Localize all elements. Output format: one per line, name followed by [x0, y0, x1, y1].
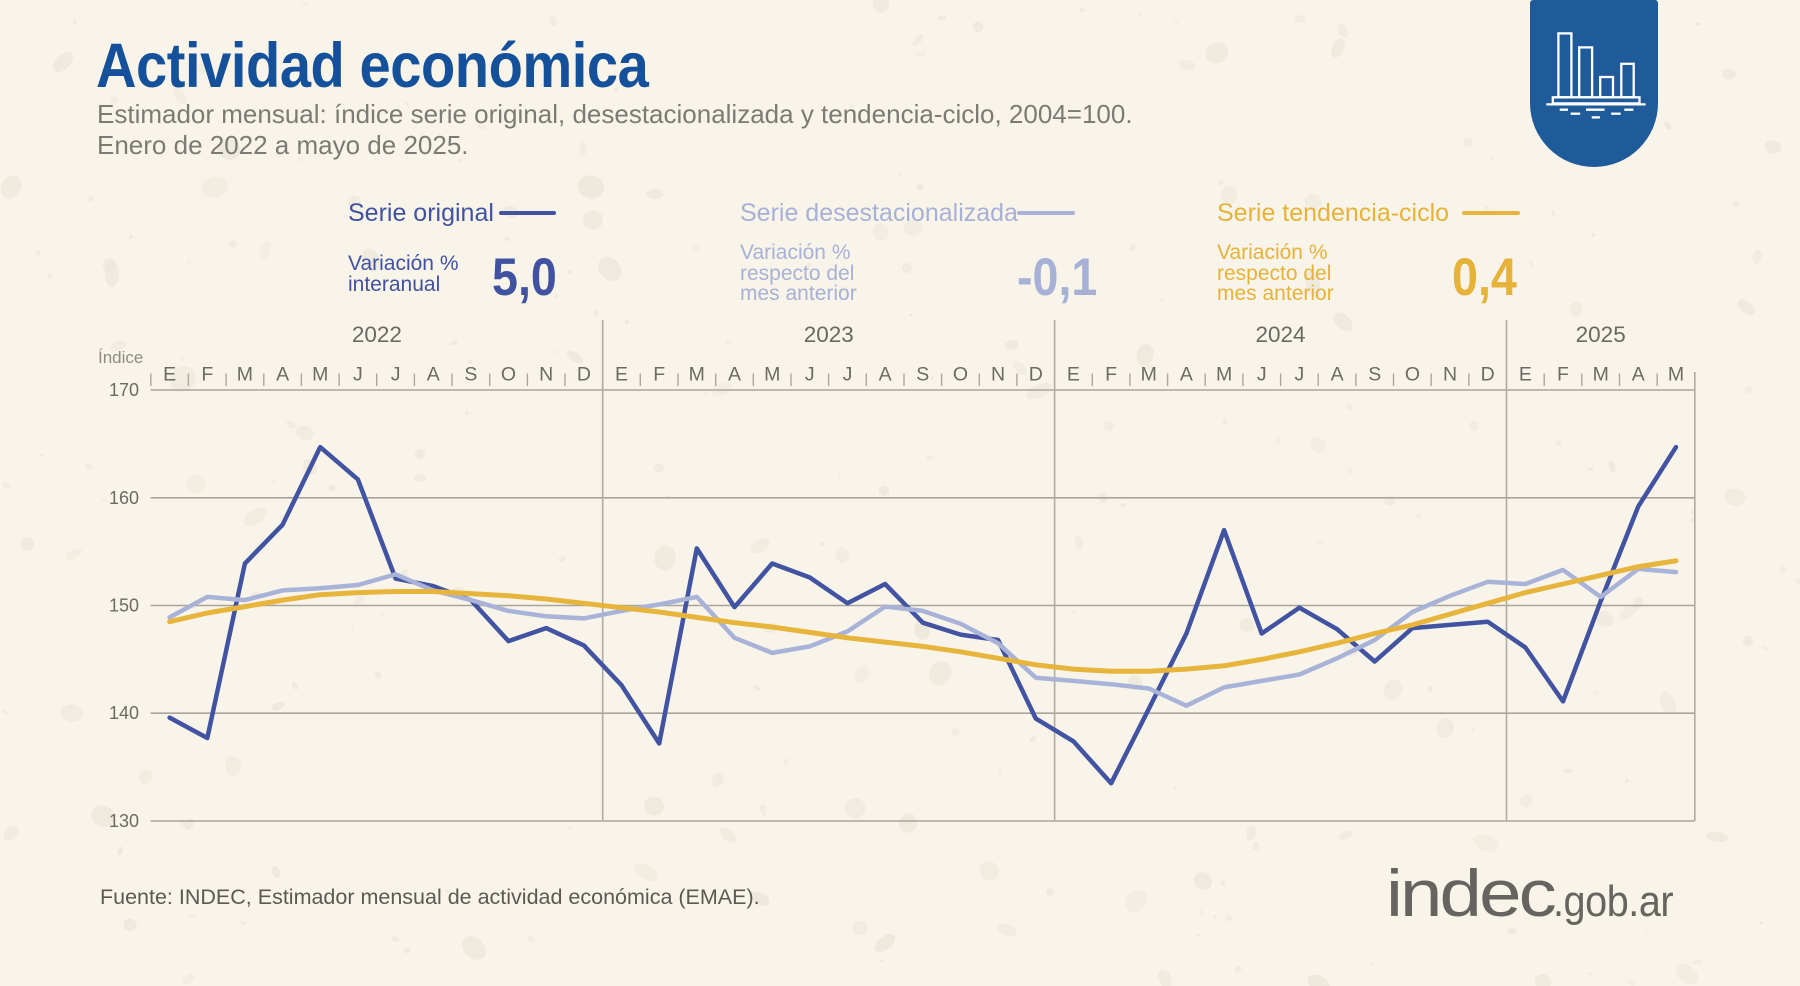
svg-text:O: O [953, 364, 968, 386]
svg-text:M: M [237, 364, 253, 386]
svg-text:O: O [1405, 364, 1420, 386]
svg-text:A: A [276, 364, 289, 386]
svg-text:150: 150 [109, 596, 139, 616]
svg-text:130: 130 [109, 811, 139, 831]
svg-text:E: E [163, 364, 176, 386]
svg-text:A: A [728, 364, 741, 386]
svg-text:J: J [391, 364, 401, 386]
svg-text:S: S [464, 364, 477, 386]
svg-text:2023: 2023 [804, 322, 854, 347]
svg-text:N: N [539, 364, 553, 386]
svg-text:E: E [1067, 364, 1080, 386]
svg-text:M: M [1141, 364, 1157, 386]
svg-text:140: 140 [109, 703, 139, 723]
svg-text:M: M [1668, 364, 1684, 386]
svg-text:Índice: Índice [98, 348, 143, 367]
svg-text:A: A [1180, 364, 1193, 386]
svg-text:A: A [1632, 364, 1645, 386]
svg-text:A: A [1331, 364, 1344, 386]
svg-text:E: E [615, 364, 628, 386]
svg-text:F: F [1105, 364, 1117, 386]
svg-text:S: S [916, 364, 929, 386]
svg-text:J: J [353, 364, 363, 386]
svg-text:2024: 2024 [1255, 322, 1305, 347]
svg-text:N: N [1443, 364, 1457, 386]
svg-text:E: E [1519, 364, 1532, 386]
svg-text:F: F [653, 364, 665, 386]
svg-text:D: D [1029, 364, 1043, 386]
svg-text:O: O [501, 364, 516, 386]
svg-text:A: A [879, 364, 892, 386]
svg-text:D: D [1481, 364, 1495, 386]
svg-text:J: J [843, 364, 853, 386]
svg-text:F: F [1557, 364, 1569, 386]
svg-text:S: S [1368, 364, 1381, 386]
svg-text:M: M [1216, 364, 1232, 386]
svg-text:D: D [577, 364, 591, 386]
svg-text:M: M [764, 364, 780, 386]
svg-text:M: M [689, 364, 705, 386]
svg-text:J: J [1295, 364, 1305, 386]
svg-text:F: F [201, 364, 213, 386]
svg-text:2025: 2025 [1576, 322, 1626, 347]
svg-text:J: J [805, 364, 815, 386]
svg-text:170: 170 [109, 380, 139, 400]
svg-text:M: M [312, 364, 328, 386]
svg-text:J: J [1257, 364, 1267, 386]
svg-text:A: A [427, 364, 440, 386]
svg-text:160: 160 [109, 488, 139, 508]
svg-text:M: M [1593, 364, 1609, 386]
svg-text:2022: 2022 [352, 322, 402, 347]
svg-text:N: N [991, 364, 1005, 386]
